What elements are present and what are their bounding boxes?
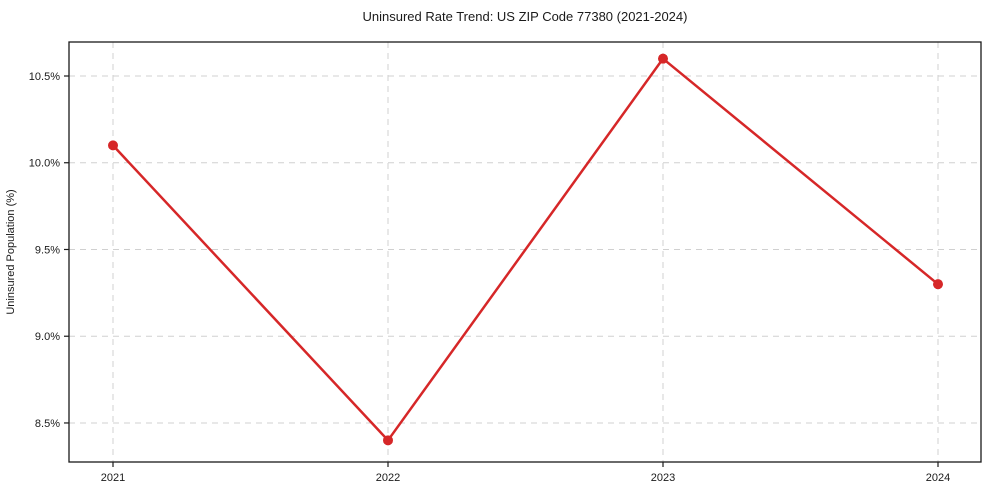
y-tick-label: 8.5% [35, 418, 60, 430]
tick-layer: 8.5% 9.0% 9.5% 10.0% 10.5% 2021 2022 2023 2024 [29, 71, 950, 484]
data-point-2021 [108, 140, 118, 151]
y-axis-label: Uninsured Population (%) [5, 189, 17, 314]
x-tick-label: 2023 [651, 472, 675, 484]
x-tick-label: 2024 [926, 472, 950, 484]
data-point-2024 [933, 279, 943, 290]
axes-spines [68, 41, 982, 463]
x-tick-label: 2021 [101, 472, 125, 484]
y-tick-label: 9.0% [35, 331, 60, 343]
data-point-2022 [383, 435, 393, 446]
grid-layer [69, 42, 981, 462]
y-tick-label: 10.0% [29, 158, 60, 170]
series-layer [108, 53, 943, 446]
chart-title: Uninsured Rate Trend: US ZIP Code 77380 … [363, 9, 688, 24]
spine-layer [68, 41, 982, 463]
trend-line [112, 57, 939, 442]
y-tick-label: 10.5% [29, 71, 60, 83]
x-tick-label: 2022 [376, 472, 400, 484]
data-point-2023 [658, 53, 668, 64]
y-tick-label: 9.5% [35, 244, 60, 256]
